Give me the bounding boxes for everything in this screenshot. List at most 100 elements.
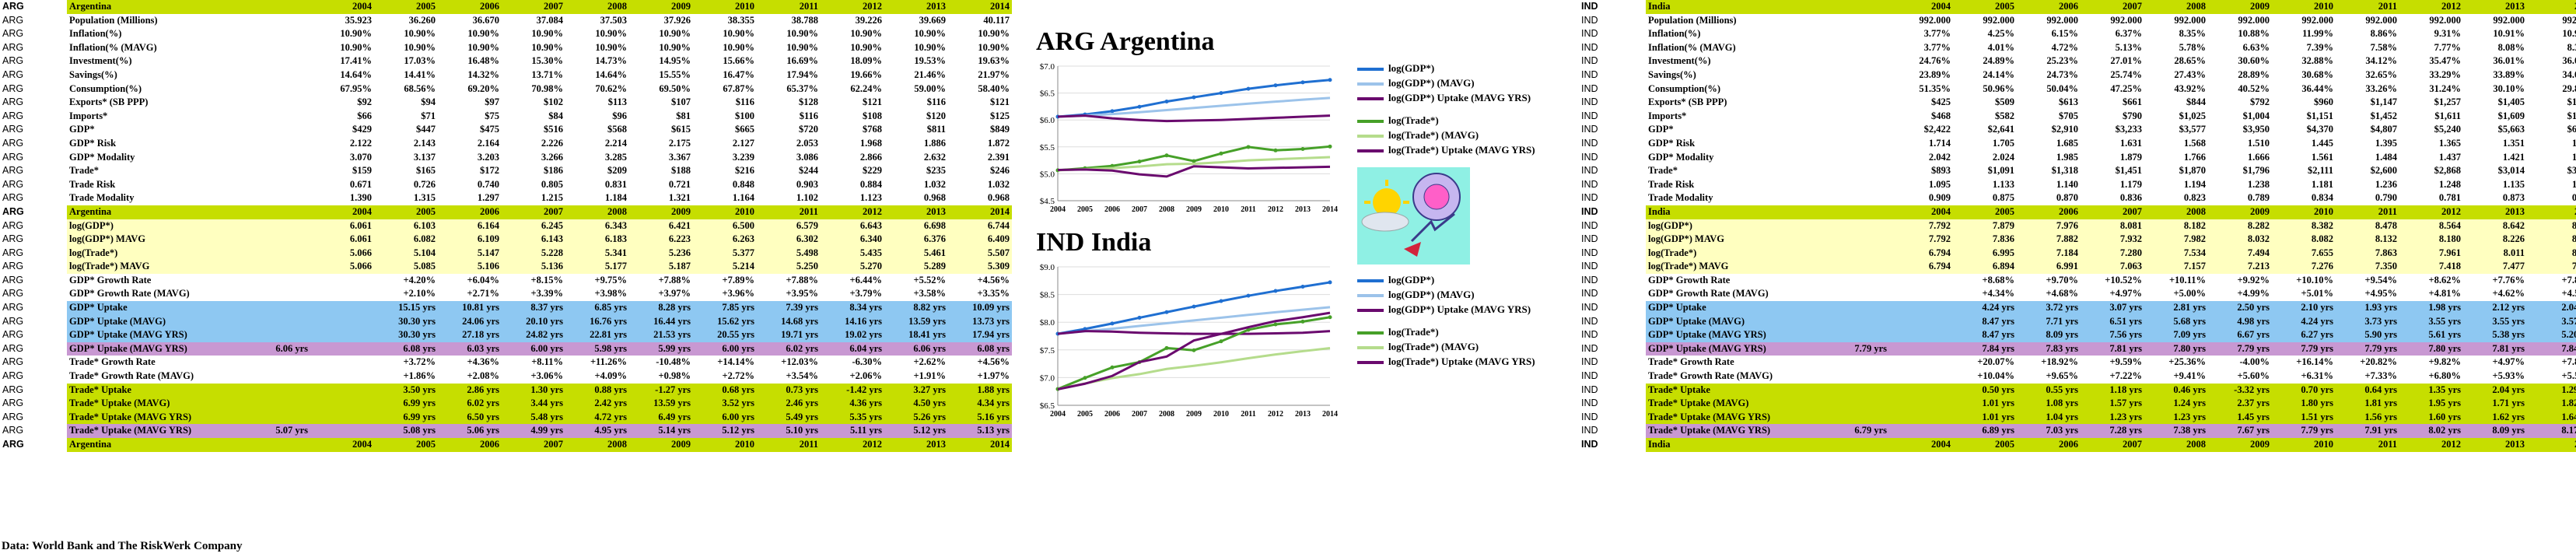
value-cell: 1.365 — [2438, 137, 2461, 149]
value-cell: 10.90% — [978, 28, 1010, 40]
value-cell: 992.000 — [2365, 14, 2397, 26]
table-row: ARG GDP* Uptake (MAVG) 30.30 yrs 24.06 yrs 2… — [0, 314, 1012, 329]
data-point — [1328, 144, 1332, 149]
year-header: 2008 — [565, 205, 629, 219]
country-code: IND — [1581, 192, 1598, 204]
value-cell: 0.903 — [796, 178, 818, 190]
table-row: ARG Savings(%) 14.64% 14.41% 14.32% 13.71% 14.… — [0, 68, 1012, 82]
value-cell: 1.416 — [2571, 151, 2576, 163]
value-cell: +2.06% — [849, 370, 883, 382]
value-cell: 6.27 yrs — [2272, 328, 2336, 342]
argentina-table: ARG Argentina 2004 2005 2006 2007 2008 2009 2010… — [0, 0, 1012, 452]
year-header: 2004 — [310, 438, 374, 452]
value-cell: 10.90% — [723, 28, 754, 40]
value-cell: 992.000 — [2493, 14, 2525, 26]
value-cell: 5.250 — [757, 260, 821, 274]
legend-entry: log(Trade*) (MAVG) — [1357, 339, 1535, 354]
value-cell: +1.97% — [977, 370, 1010, 382]
value-cell: 6.082 — [374, 233, 438, 247]
value-cell: 1.714 — [1928, 137, 1951, 149]
value-cell: -10.48% — [656, 356, 691, 368]
value-cell: 1.56 yrs — [2336, 410, 2399, 425]
year-header: 2012 — [2399, 0, 2463, 14]
value-cell: 1.04 yrs — [2017, 410, 2081, 425]
data-point — [1192, 95, 1196, 100]
country-code: ARG — [2, 14, 24, 26]
x-tick-label: 2012 — [1268, 205, 1283, 214]
value-cell: +4.56% — [977, 356, 1010, 368]
value-cell: 10.90% — [850, 41, 882, 53]
value-cell: 47.25% — [2110, 82, 2142, 94]
value-cell: $811 — [926, 124, 946, 135]
value-cell: 3.086 — [796, 151, 818, 163]
value-cell: +12.03% — [781, 356, 818, 368]
value-cell: 7.38 yrs — [2144, 424, 2208, 438]
value-cell: 1.968 — [859, 137, 882, 149]
row-label: GDP* Uptake (MAVG) — [1646, 314, 1794, 329]
value-cell: +7.22% — [2109, 370, 2143, 382]
value-cell: 13.71% — [531, 68, 563, 80]
blank-cell — [215, 191, 310, 205]
value-cell: $125 — [990, 110, 1010, 121]
series-line — [1057, 156, 1331, 172]
value-cell: +10.11% — [2168, 274, 2206, 286]
value-cell: 8.720 — [2527, 219, 2576, 233]
data-point — [1219, 91, 1223, 96]
value-cell: $849 — [990, 124, 1010, 135]
value-cell: 7.77% — [2434, 41, 2461, 53]
lead-value-cell — [215, 274, 310, 288]
value-cell: +7.88% — [786, 274, 819, 286]
value-cell: 14.16 yrs — [821, 314, 884, 329]
blank-cell — [215, 137, 310, 151]
row-label: GDP* — [1648, 124, 1674, 135]
value-cell: 8.082 — [2272, 233, 2336, 247]
value-cell: 5.13 yrs — [948, 424, 1012, 438]
legend-label: log(Trade*) (MAVG) — [1388, 129, 1479, 141]
value-cell: 37.084 — [536, 14, 563, 26]
sun-icon — [1373, 188, 1401, 216]
table-row: IND Trade* Uptake (MAVG) 1.01 yrs 1.08 yrs 1… — [1579, 397, 2576, 411]
value-cell: 13.73 yrs — [948, 314, 1012, 329]
data-point — [1273, 83, 1278, 88]
year-header: 2006 — [2017, 205, 2081, 219]
value-cell: 0.875 — [1992, 192, 2014, 204]
value-cell: 7.350 — [2336, 260, 2399, 274]
value-cell: +3.39% — [530, 288, 564, 300]
value-cell: 24.89% — [1983, 55, 2014, 67]
value-cell: 7.213 — [2208, 260, 2272, 274]
country-code: IND — [1581, 205, 1598, 217]
legend-swatch — [1357, 68, 1384, 72]
value-cell — [1889, 314, 1953, 329]
value-cell: 1.032 — [923, 178, 946, 190]
table-row: IND GDP* Modality 2.042 2.024 1.985 1.879 1.76… — [1579, 151, 2576, 165]
table-row: ARG Trade* $159 $165 $172 $186 $209 $188 $216 $24… — [0, 164, 1012, 178]
value-cell: $113 — [607, 96, 627, 108]
value-cell: 992.000 — [2110, 14, 2142, 26]
value-cell: 2.164 — [477, 137, 499, 149]
x-tick-label: 2005 — [1077, 410, 1093, 419]
value-cell: 32.65% — [2365, 68, 2397, 80]
blank-cell — [1794, 191, 1889, 205]
value-cell: 0.789 — [2247, 192, 2270, 204]
value-cell: +2.10% — [403, 288, 436, 300]
row-label: GDP* Uptake (MAVG YRS) — [67, 342, 215, 356]
value-cell: 6.51 yrs — [2081, 314, 2144, 329]
value-cell: 31.24% — [2429, 82, 2461, 94]
value-cell: 6.67 yrs — [2208, 328, 2272, 342]
value-cell: 6.03 yrs — [438, 342, 502, 356]
value-cell: 0.834 — [2311, 192, 2333, 204]
value-cell: $1,741 — [2567, 110, 2576, 121]
riskwerk-logo — [1357, 167, 1470, 264]
value-cell: 6.421 — [629, 219, 693, 233]
value-cell — [310, 314, 374, 329]
year-header: 2009 — [629, 205, 693, 219]
value-cell — [310, 274, 374, 288]
value-cell: 1.437 — [2438, 151, 2461, 163]
value-cell: 65.37% — [786, 82, 818, 94]
value-cell: $92 — [357, 96, 372, 108]
value-cell: 10.90% — [531, 28, 563, 40]
year-header: 2011 — [2336, 205, 2399, 219]
value-cell: 1.484 — [2375, 151, 2397, 163]
value-cell: 30.30 yrs — [374, 328, 438, 342]
data-point — [1110, 321, 1115, 326]
